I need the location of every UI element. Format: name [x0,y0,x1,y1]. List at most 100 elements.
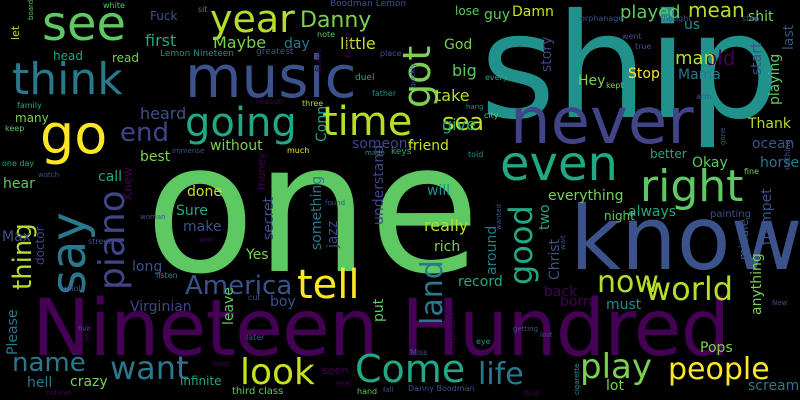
word-stop: Stop [628,66,660,82]
word-playing: playing [767,53,783,105]
word-much: much [287,146,310,155]
word-first: first [145,31,177,50]
word-got: got [395,45,439,108]
word-made: made [365,149,385,157]
word-knew: Knew [121,167,135,200]
word-mean: mean [688,0,745,22]
word-put: put [371,298,387,322]
word-woman: woman [140,213,166,221]
word-nineteen-hundred: Nineteen Hundred [32,284,730,374]
word-something: something [309,175,325,250]
word-say: say [41,212,97,295]
word-god: God [444,37,473,53]
word-every: every [485,73,508,82]
word-better: better [650,147,687,161]
word-life: life [478,357,524,392]
word-fine: fine [744,167,760,176]
word-leave: leave [221,287,237,325]
word-place: place [380,49,402,58]
word-seen: seen [322,364,349,377]
word-scream: scream [748,378,800,394]
word-play: play [580,347,652,387]
word-greatest: greatest [256,47,294,57]
word-bravo: Bravo [314,48,323,72]
word-really: really [424,216,469,235]
word-record: record [458,274,503,290]
word-thank: Thank [748,116,791,132]
word-fall: fall [383,386,394,394]
word-forget: Forget [344,32,353,59]
word-real: real [336,379,352,388]
word-lose: lose [455,4,480,18]
word-want: want [110,349,189,387]
word-story: story [539,36,555,72]
word-long: long [132,259,163,275]
word-time: time [322,99,413,145]
word-ship: ship [480,0,780,152]
word-later: later [246,333,265,342]
word-best: best [140,149,171,165]
word-okay: Okay [692,155,728,171]
word-around: around [484,225,500,275]
word-sure: Sure [176,203,208,219]
word-hang: hang [466,103,484,111]
word-one-day: one day [2,159,35,168]
word-guy: guy [484,7,511,23]
word-come: Come [355,347,466,391]
word-read: read [112,51,140,65]
word-believe: believe [46,389,72,397]
word-sit: sit [198,5,208,14]
word-will: will [427,183,451,199]
word-jazz: jazz [325,220,341,248]
word-year: year [210,0,295,41]
word-ocean: ocean [752,136,795,152]
word-war: war [199,235,214,244]
word-without: without [210,138,263,154]
word-max: Max [2,229,31,245]
word-eye: eye [476,337,491,346]
word-conn: Conn [314,105,330,142]
word-last: last [781,24,797,50]
word-virginian: Virginian [130,299,192,315]
word-played: played [620,2,681,23]
word-trumpet: trumpet [759,188,775,245]
word-note: note [317,30,336,39]
word-going: going [185,100,297,146]
word-orphanage: orphanage [580,14,624,23]
word-boy: boy [270,294,296,310]
word-family: family [17,101,42,110]
word-listen: listen [156,271,178,280]
word-third-class: third class [232,386,284,397]
word-found: found [325,199,346,207]
word-go: go [40,103,108,166]
word-pops: Pops [700,340,733,356]
word-thought: thought [660,14,692,23]
word-done: done [187,184,222,200]
word-look: look [240,352,315,393]
word-painting: painting [710,209,751,220]
word-born: born [560,294,592,310]
word-hand: hand [357,387,378,396]
word-now: now [597,265,659,300]
word-horse: horse [760,155,800,171]
word-give: give [442,115,476,134]
word-damn: Damn [512,4,554,20]
word-big: big [452,61,477,80]
word-least: least [212,360,229,368]
word-told: told [468,150,484,159]
word-arm: arm [696,92,712,101]
word-music: music [185,43,357,111]
word-miss: Miss [410,348,428,357]
word-always: always [628,204,677,220]
word-right: right [640,161,744,212]
word-wait: wait [559,235,567,250]
word-two: two [537,204,553,230]
word-gone: gone [719,127,727,145]
word-rich: rich [434,239,461,255]
word-name: name [12,348,86,378]
word-immense: immense [172,147,205,155]
word-end: end [120,118,169,148]
word-street: street [88,237,112,246]
word-land: land [415,260,450,325]
word-sea: sea [442,108,484,136]
